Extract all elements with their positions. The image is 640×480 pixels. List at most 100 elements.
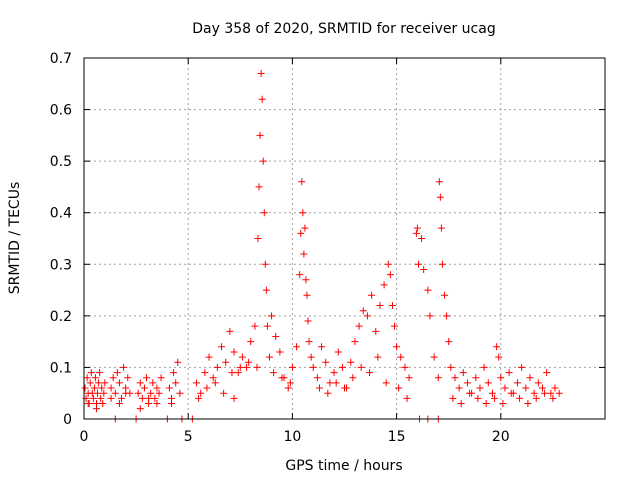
data-point [474, 394, 482, 402]
data-point [201, 369, 209, 377]
data-point [516, 394, 524, 402]
data-point [451, 374, 459, 382]
data-point [288, 363, 296, 371]
data-point [93, 405, 101, 413]
data-point [230, 348, 238, 356]
data-point [213, 363, 221, 371]
data-point [437, 224, 445, 232]
y-axis-label: SRMTID / TECUs [7, 182, 23, 295]
data-point [87, 369, 95, 377]
data-point [324, 389, 332, 397]
data-point [120, 363, 128, 371]
data-point [355, 322, 363, 330]
grid-lines [84, 58, 605, 419]
data-point [526, 374, 534, 382]
data-point [134, 389, 142, 397]
data-point [334, 348, 342, 356]
data-point [124, 374, 132, 382]
data-point [388, 302, 396, 310]
data-point [374, 353, 382, 361]
data-point [138, 394, 146, 402]
data-point [304, 317, 312, 325]
data-point [351, 338, 359, 346]
data-point [551, 384, 559, 392]
data-point [491, 394, 499, 402]
data-point [115, 400, 123, 408]
y-tick-label: 0.1 [50, 360, 72, 376]
data-point [107, 394, 115, 402]
data-point [230, 394, 238, 402]
data-point [86, 379, 94, 387]
data-point [426, 312, 434, 320]
data-point [480, 363, 488, 371]
data-point [174, 358, 182, 366]
y-tick-label: 0.7 [50, 51, 72, 67]
data-point [413, 224, 421, 232]
data-point [522, 384, 530, 392]
x-axis-ticks: 0 5 10 15 20 [80, 58, 510, 445]
data-point [165, 384, 173, 392]
data-point [238, 353, 246, 361]
x-tick-label: 10 [283, 429, 301, 445]
data-point [193, 379, 201, 387]
data-point [441, 291, 449, 299]
data-point [91, 374, 99, 382]
data-point [270, 369, 278, 377]
y-tick-label: 0.4 [50, 206, 72, 222]
data-point [218, 343, 226, 351]
y-tick-label: 0.2 [50, 309, 72, 325]
data-point [518, 363, 526, 371]
data-point [384, 260, 392, 268]
data-point [89, 394, 97, 402]
data-point [136, 405, 144, 413]
data-point [245, 358, 253, 366]
data-point [176, 389, 184, 397]
data-point [97, 394, 105, 402]
data-point [107, 384, 115, 392]
data-point [265, 353, 273, 361]
x-axis-label: GPS time / hours [285, 458, 402, 474]
data-point [260, 209, 268, 217]
data-point [524, 400, 532, 408]
data-point [436, 193, 444, 201]
data-point [530, 389, 538, 397]
data-point [256, 131, 264, 139]
data-point [147, 389, 155, 397]
data-point [341, 384, 348, 392]
data-point [228, 369, 236, 377]
data-point [347, 358, 355, 366]
data-point [83, 374, 91, 382]
data-point [96, 369, 104, 377]
data-point [296, 271, 304, 279]
data-point [299, 209, 307, 217]
plot-frame [83, 57, 606, 420]
data-point [326, 379, 334, 387]
data-point [482, 400, 490, 408]
data-point [98, 384, 106, 392]
data-point [414, 260, 422, 268]
data-point [293, 343, 301, 351]
data-point [434, 374, 442, 382]
data-point [534, 379, 542, 387]
data-point [259, 157, 267, 165]
data-point [513, 379, 521, 387]
data-point [401, 363, 409, 371]
data-point [309, 363, 317, 371]
data-point [168, 400, 176, 408]
data-point [263, 322, 271, 330]
y-tick-label: 0.3 [50, 257, 72, 273]
data-point [157, 374, 165, 382]
data-point [255, 183, 263, 191]
data-point [136, 379, 144, 387]
data-point [541, 389, 549, 397]
data-point [247, 338, 255, 346]
data-point [455, 384, 463, 392]
data-point [313, 374, 321, 382]
data-point [505, 369, 513, 377]
data-point [555, 389, 563, 397]
data-point [301, 224, 309, 232]
data-point [397, 353, 405, 361]
data-point [424, 286, 432, 294]
data-point [495, 353, 503, 361]
data-point [543, 369, 551, 377]
